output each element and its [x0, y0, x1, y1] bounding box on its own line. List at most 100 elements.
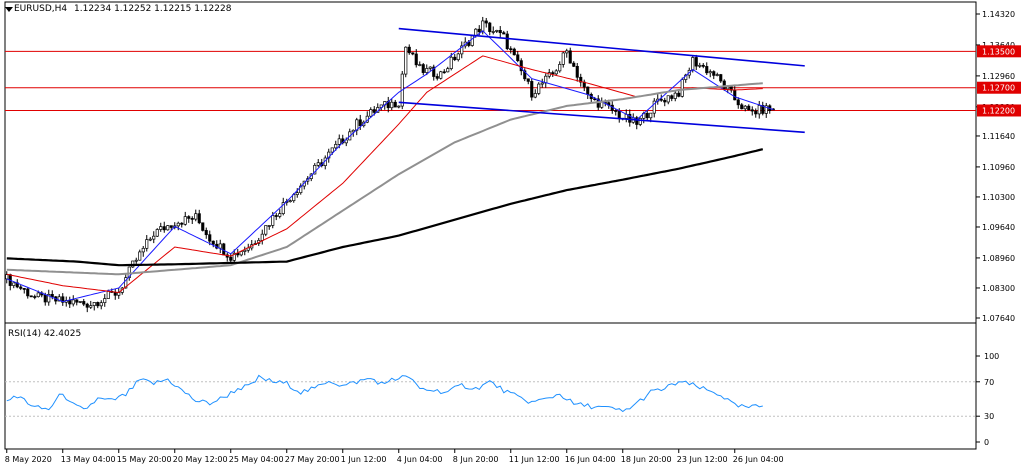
- candle-body: [551, 72, 555, 75]
- candle-body: [558, 64, 562, 72]
- candle-body: [78, 301, 82, 303]
- candle-body: [404, 46, 408, 75]
- level-tag-label-2: 1.12200: [982, 106, 1015, 115]
- candle-body: [134, 259, 138, 262]
- candle-body: [414, 53, 418, 66]
- candle-body: [68, 300, 72, 305]
- level-tag-2: [977, 104, 1021, 117]
- candle-body: [502, 32, 506, 35]
- candle-body: [460, 45, 464, 55]
- candle-body: [36, 292, 40, 298]
- rsi-tick-label: 30: [984, 412, 994, 421]
- candle-body: [50, 294, 54, 298]
- price-panel[interactable]: [4, 1, 977, 324]
- candle-body: [106, 291, 110, 299]
- rsi-tick-label: 70: [984, 378, 994, 387]
- candle-body: [232, 252, 236, 261]
- candle-body: [124, 277, 128, 289]
- candle-body: [47, 294, 51, 303]
- candle-body: [267, 225, 271, 227]
- candle-body: [327, 151, 331, 159]
- candle-body: [82, 301, 86, 305]
- candle-body: [586, 86, 590, 95]
- candle-body: [103, 298, 107, 304]
- candle-body: [747, 105, 751, 111]
- candle-body: [680, 79, 684, 97]
- candle-body: [229, 256, 233, 261]
- ma-slow-black-line: [6, 148, 764, 267]
- time-tick-label: 27 May 20:00: [285, 455, 340, 464]
- price-tick-label: 1.08960: [982, 254, 1015, 263]
- candle-body: [568, 50, 572, 64]
- candle-body: [740, 104, 744, 110]
- time-tick-label: 13 May 04:00: [61, 455, 116, 464]
- candle-body: [421, 64, 425, 73]
- candle-body: [645, 112, 649, 119]
- candle-body: [428, 66, 432, 69]
- candle-body: [677, 92, 681, 97]
- candle-body: [169, 225, 173, 228]
- candle-body: [673, 92, 677, 99]
- candle-body: [12, 282, 16, 286]
- candle-body: [127, 266, 131, 278]
- rsi-line: [6, 374, 763, 413]
- candle-body: [148, 238, 152, 241]
- candle-body: [705, 66, 709, 74]
- level-tag-0: [977, 45, 1021, 58]
- candle-body: [75, 299, 79, 303]
- level-tag-label-0: 1.13500: [982, 47, 1015, 56]
- time-tick-label: 20 May 12:00: [173, 455, 228, 464]
- candle-body: [442, 71, 446, 74]
- ma-slow-gray-line: [6, 82, 763, 276]
- candle-body: [761, 105, 765, 114]
- candle-body: [113, 292, 117, 296]
- candle-body: [334, 144, 338, 149]
- candle-body: [218, 243, 222, 249]
- candle-body: [260, 233, 264, 241]
- candle-body: [540, 82, 544, 85]
- candle-body: [19, 286, 23, 289]
- candle-body: [5, 274, 9, 280]
- candle-body: [446, 68, 450, 73]
- candle-body: [180, 222, 184, 225]
- candle-body: [516, 54, 520, 62]
- candle-body: [652, 100, 656, 114]
- candle-body: [698, 64, 702, 67]
- time-tick-label: 8 Jun 20:00: [453, 455, 499, 464]
- candle-body: [666, 95, 670, 103]
- candle-body: [197, 213, 201, 224]
- candle-body: [243, 249, 247, 252]
- candle-body: [278, 213, 282, 217]
- candle-body: [22, 288, 26, 290]
- candle-body: [638, 117, 642, 125]
- price-tick-label: 1.10300: [982, 193, 1015, 202]
- candle-body: [85, 303, 89, 308]
- time-tick-label: 23 Jun 12:00: [677, 455, 728, 464]
- candle-body: [575, 65, 579, 78]
- candle-body: [712, 71, 716, 76]
- candle-body: [411, 52, 415, 55]
- candle-body: [222, 243, 226, 256]
- candle-body: [754, 110, 758, 115]
- candle-body: [183, 216, 187, 225]
- candle-body: [96, 302, 100, 307]
- price-tick-label: 1.07640: [982, 314, 1015, 323]
- rsi-panel[interactable]: [4, 322, 977, 450]
- level-tag-1: [977, 81, 1021, 94]
- price-tick-label: 1.12960: [982, 72, 1015, 81]
- candle-body: [358, 119, 362, 127]
- candle-body: [141, 247, 145, 253]
- chart-menu-icon[interactable]: [5, 7, 13, 12]
- candle-body: [425, 68, 429, 73]
- candle-body: [43, 294, 47, 303]
- chart-axes: 1.143201.136401.129601.122801.116401.109…: [5, 10, 1021, 464]
- candle-body: [194, 213, 198, 220]
- price-tick-label: 1.11640: [982, 132, 1015, 141]
- candle-body: [708, 71, 712, 74]
- candle-body: [57, 296, 61, 302]
- candle-body: [208, 234, 212, 242]
- candle-body: [71, 299, 75, 305]
- candle-body: [204, 230, 208, 236]
- rsi-label: RSI(14) 42.4025: [8, 329, 82, 339]
